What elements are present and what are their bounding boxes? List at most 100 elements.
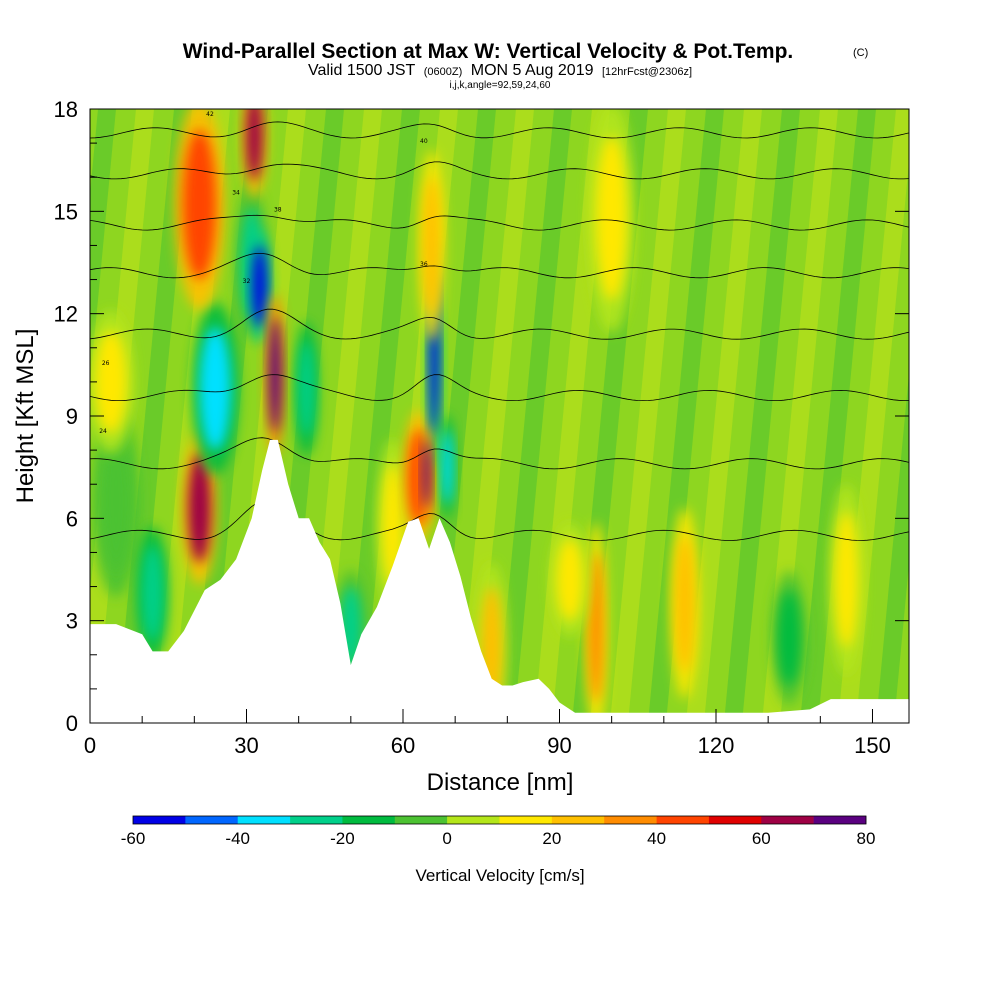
- field-stripe: [800, 109, 876, 723]
- y-tick-label: 18: [54, 97, 78, 122]
- velocity-cells: [90, 109, 864, 723]
- colorbar-segment: [342, 816, 396, 824]
- colorbar-frame: [132, 815, 867, 825]
- velocity-cell: [199, 327, 231, 451]
- velocity-cell: [95, 330, 127, 434]
- velocity-cell: [834, 511, 858, 648]
- field-stripe: [116, 109, 192, 723]
- colorbar-segment: [761, 816, 814, 824]
- velocity-cell: [423, 177, 441, 314]
- field-stripe: [648, 109, 724, 723]
- velocity-cell: [675, 535, 695, 672]
- colorbar-segment: [813, 816, 867, 824]
- x-tick-label: 0: [84, 733, 96, 758]
- x-tick-label: 30: [234, 733, 258, 758]
- theta-contour-label: 36: [420, 261, 428, 268]
- colorbar-segment: [708, 816, 762, 824]
- y-tick-label: 9: [66, 404, 78, 429]
- colorbar-segment: [499, 816, 553, 824]
- theta-contour-label: 38: [274, 206, 282, 213]
- terrain-mask: [90, 439, 909, 723]
- velocity-cell: [588, 552, 604, 703]
- velocity-cell: [142, 545, 164, 642]
- chart-title-mark: (C): [853, 47, 868, 59]
- field-stripe: [458, 109, 534, 723]
- colorbar-segment: [290, 816, 343, 824]
- x-tick-label: 90: [547, 733, 571, 758]
- velocity-cell: [442, 429, 453, 505]
- colorbar-tick-label: 0: [442, 829, 451, 848]
- velocity-cell: [182, 129, 217, 280]
- colorbar-segment: [656, 816, 710, 824]
- colorbar-tick-label: -20: [330, 829, 355, 848]
- velocity-cell: [298, 340, 315, 437]
- y-tick-label: 3: [66, 609, 78, 634]
- theta-contour-label: 26: [102, 360, 110, 367]
- field-stripe: [90, 109, 116, 385]
- theta-contour-label: 34: [232, 189, 240, 196]
- colorbar-segment: [551, 816, 605, 824]
- colorbar-segment: [133, 816, 186, 824]
- velocity-cell: [596, 136, 628, 301]
- x-axis: 0 30 60 90 120 150: [84, 709, 891, 758]
- subtitle-date: MON 5 Aug 2019: [471, 62, 594, 79]
- colorbar-tick-label: 40: [647, 829, 666, 848]
- theta-contour: [90, 499, 909, 541]
- colorbar-tick-label: 60: [752, 829, 771, 848]
- theta-contour: [90, 308, 909, 340]
- theta-contour: [90, 214, 909, 231]
- y-axis-label: Height [Kft MSL]: [12, 329, 39, 504]
- field-stripe: [686, 109, 762, 723]
- potential-temperature-contours: 24 26 32 34 36 38 40 42: [90, 111, 909, 541]
- x-tick-label: 60: [391, 733, 415, 758]
- theta-contour: [90, 374, 909, 402]
- colorbar-tick-label: 80: [857, 829, 876, 848]
- theta-contour-label: 42: [206, 111, 214, 118]
- chart-subtitle: Valid 1500 JST (0600Z) MON 5 Aug 2019 [1…: [308, 62, 692, 79]
- theta-contour: [90, 437, 909, 470]
- x-axis-label: Distance [nm]: [427, 769, 574, 796]
- y-tick-label: 0: [66, 711, 78, 736]
- subtitle-forecast: [12hrFcst@2306z]: [602, 66, 692, 78]
- field-stripe: [496, 109, 572, 723]
- subtitle-valid: Valid 1500 JST: [308, 62, 416, 79]
- x-tick-label: 120: [698, 733, 735, 758]
- theta-contour: [90, 161, 909, 180]
- colorbar: -60 -40 -20 0 20 40 60 80: [121, 815, 876, 848]
- y-tick-label: 12: [54, 302, 78, 327]
- chart-title: Wind-Parallel Section at Max W: Vertical…: [183, 40, 794, 63]
- plot-area: 24 26 32 34 36 38 40 42: [90, 109, 909, 723]
- velocity-cell: [245, 109, 263, 181]
- colorbar-segment: [604, 816, 657, 824]
- chart-subtitle-indices: i,j,k,angle=92,59,24,60: [450, 80, 551, 91]
- subtitle-utc: (0600Z): [424, 66, 463, 78]
- colorbar-label: Vertical Velocity [cm/s]: [415, 866, 584, 885]
- colorbar-tick-label: -40: [225, 829, 250, 848]
- field-stripe: [344, 109, 420, 723]
- velocity-cell: [252, 245, 267, 328]
- theta-contour-label: 24: [99, 428, 107, 435]
- velocity-cell: [777, 589, 801, 686]
- colorbar-segment: [237, 816, 291, 824]
- colorbar-tick-label: -60: [121, 829, 146, 848]
- velocity-cell: [556, 538, 583, 621]
- x-tick-label: 150: [854, 733, 891, 758]
- field-stripe: [610, 109, 686, 723]
- y-tick-label: 6: [66, 506, 78, 531]
- theta-contour-label: 40: [420, 138, 428, 145]
- colorbar-segment: [185, 816, 239, 824]
- colorbar-segment: [394, 816, 448, 824]
- theta-contour: [90, 121, 909, 139]
- colorbar-segment: [447, 816, 500, 824]
- theta-contour-label: 32: [243, 278, 251, 285]
- colorbar-tick-label: 20: [542, 829, 561, 848]
- field-stripe: [724, 109, 800, 723]
- velocity-cell: [422, 439, 431, 509]
- theta-contour: [90, 253, 909, 279]
- field-stripe: [762, 109, 838, 723]
- velocity-cell: [188, 453, 212, 563]
- y-tick-label: 15: [54, 199, 78, 224]
- velocity-cell: [100, 433, 132, 570]
